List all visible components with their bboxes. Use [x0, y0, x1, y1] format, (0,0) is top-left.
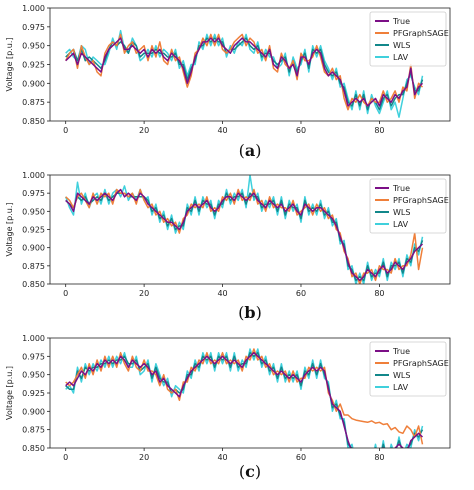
legend-box [369, 11, 447, 67]
x-tick-label: 20 [139, 126, 149, 135]
y-tick-label: 0.900 [22, 407, 45, 416]
panel-caption: (c) [239, 462, 261, 481]
y-tick-label: 1.000 [22, 334, 45, 343]
x-tick-label: 60 [296, 453, 306, 462]
legend-label: True [392, 184, 410, 193]
y-tick-label: 1.000 [22, 4, 45, 13]
panel-caption: (a) [239, 141, 262, 160]
legend-label: True [392, 17, 410, 26]
y-tick-label: 0.925 [22, 61, 45, 70]
y-tick-label: 0.925 [22, 389, 45, 398]
series-group [65, 348, 424, 448]
y-tick-label: 0.975 [22, 352, 45, 361]
x-tick-label: 20 [139, 289, 149, 298]
series-line-true [65, 37, 424, 107]
y-tick-label: 0.850 [22, 117, 45, 126]
y-tick-label: 0.900 [22, 79, 45, 88]
legend-label: WLS [393, 41, 410, 50]
y-tick-label: 0.900 [22, 244, 45, 253]
legend-label: PFGraphSAGE [393, 196, 449, 205]
legend-label: LAV [393, 220, 409, 229]
x-tick-label: 40 [217, 453, 227, 462]
series-line-pfgraphsage [65, 33, 424, 111]
legend-box [369, 178, 447, 234]
x-tick-label: 40 [217, 126, 227, 135]
x-tick-label: 40 [217, 289, 227, 298]
chart-panel-b: 0 20 40 60 80 0.850 0.875 0.900 0.925 0.950 0.975 1… [5, 171, 451, 322]
y-tick-label: 1.000 [22, 171, 45, 180]
legend: True PFGraphSAGE WLS LAV [369, 178, 449, 234]
panel-caption: (b) [238, 303, 262, 322]
y-axis-label: Voltage [p.u.] [5, 202, 14, 256]
x-tick-label: 60 [296, 126, 306, 135]
series-group [65, 29, 424, 118]
legend: True PFGraphSAGE WLS LAV [369, 11, 449, 67]
chart-panel-a: 0 20 40 60 80 0.850 0.875 0.900 0.925 0.950 0.975 1… [5, 4, 451, 160]
series-line-wls [65, 351, 424, 448]
x-tick-label: 80 [374, 289, 384, 298]
legend: True PFGraphSAGE WLS LAV [369, 341, 449, 397]
series-line-wls [65, 37, 424, 111]
series-group [64, 175, 424, 284]
x-tick-label: 20 [139, 453, 149, 462]
y-tick-label: 0.875 [22, 262, 45, 271]
legend-label: True [392, 347, 410, 356]
y-tick-label: 0.975 [22, 23, 45, 32]
y-tick-label: 0.875 [22, 426, 45, 435]
legend-box [369, 341, 447, 397]
y-tick-label: 0.925 [22, 226, 45, 235]
legend-label: LAV [393, 383, 409, 392]
y-tick-label: 0.950 [22, 207, 45, 216]
x-tick-label: 0 [63, 289, 68, 298]
y-tick-label: 0.975 [22, 189, 45, 198]
series-line-true [65, 188, 424, 282]
y-tick-label: 0.875 [22, 98, 45, 107]
y-tick-label: 0.850 [22, 444, 45, 453]
legend-label: PFGraphSAGE [393, 359, 449, 368]
legend-label: PFGraphSAGE [393, 29, 449, 38]
legend-label: WLS [393, 371, 410, 380]
series-line-true [65, 351, 424, 448]
y-axis-label: Voltage [p.u.] [5, 366, 14, 420]
x-tick-label: 80 [374, 126, 384, 135]
y-axis-label: Voltage [p.u.] [5, 37, 14, 91]
y-tick-label: 0.850 [22, 280, 45, 289]
legend-label: WLS [393, 208, 410, 217]
x-tick-label: 60 [296, 289, 306, 298]
chart-panel-c: 0 20 40 60 80 0.850 0.875 0.900 0.925 0.950 0.975 1… [5, 334, 451, 481]
y-tick-label: 0.950 [22, 371, 45, 380]
x-tick-label: 0 [63, 126, 68, 135]
x-tick-label: 0 [63, 453, 68, 462]
x-tick-label: 80 [374, 453, 384, 462]
legend-label: LAV [393, 53, 409, 62]
y-tick-label: 0.950 [22, 42, 45, 51]
